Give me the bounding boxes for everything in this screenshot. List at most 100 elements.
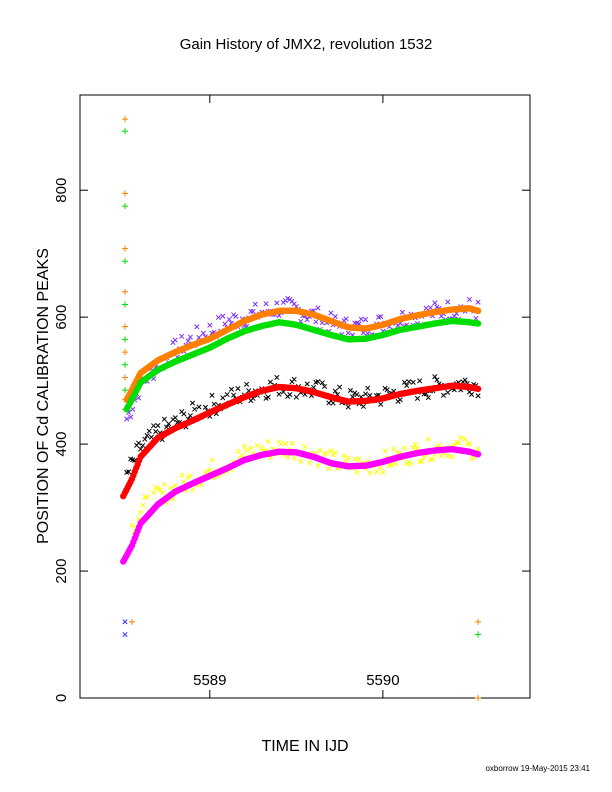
data-point	[220, 313, 226, 319]
data-point	[458, 435, 464, 441]
data-point	[179, 333, 185, 339]
data-point	[302, 443, 308, 450]
data-point	[384, 387, 390, 393]
data-point	[172, 337, 178, 343]
data-point	[151, 423, 157, 429]
plot-frame	[79, 94, 531, 699]
data-point	[122, 323, 128, 330]
data-point	[136, 440, 142, 446]
data-point	[462, 436, 468, 442]
data-point	[315, 463, 321, 469]
data-point	[179, 472, 185, 478]
data-point	[378, 401, 384, 407]
data-point	[456, 440, 462, 446]
data-point	[222, 321, 228, 327]
data-point	[352, 320, 358, 326]
data-point	[122, 619, 128, 625]
data-point	[363, 391, 369, 397]
data-point	[248, 445, 254, 451]
data-point	[122, 361, 128, 368]
data-point	[445, 389, 451, 396]
data-point	[215, 314, 222, 321]
data-point	[337, 384, 343, 390]
data-point	[317, 447, 323, 453]
data-point	[122, 349, 128, 356]
data-point	[475, 631, 482, 638]
data-point	[408, 461, 414, 467]
data-point	[315, 379, 321, 385]
data-point	[278, 441, 284, 447]
data-point	[122, 258, 128, 265]
data-point	[401, 379, 408, 385]
data-point	[285, 454, 291, 460]
data-point	[324, 450, 330, 456]
data-point	[315, 305, 321, 311]
data-point	[347, 387, 353, 393]
data-point	[228, 386, 234, 392]
data-point	[189, 400, 196, 406]
footer-credit: oxborrow 19-May-2015 23:41	[485, 764, 590, 773]
y-tick-label: 400	[53, 432, 70, 457]
data-point	[438, 453, 444, 459]
data-point	[406, 379, 412, 385]
x-tick-label: 5590	[366, 672, 399, 689]
data-point	[126, 469, 132, 475]
data-point	[356, 456, 362, 462]
data-point	[142, 436, 148, 442]
data-point	[220, 395, 226, 401]
data-point	[367, 392, 373, 398]
data-point	[423, 305, 429, 311]
data-point	[380, 470, 386, 476]
data-point	[224, 391, 230, 398]
data-point	[360, 403, 366, 410]
y-tick-label: 200	[53, 559, 70, 584]
data-point	[474, 385, 482, 393]
data-point	[291, 376, 297, 382]
series-7	[122, 116, 482, 701]
data-point	[128, 414, 134, 420]
data-point	[265, 439, 271, 445]
data-point	[345, 330, 351, 336]
data-point	[235, 448, 241, 454]
data-point	[399, 309, 405, 315]
data-point	[404, 383, 410, 389]
data-point	[469, 391, 475, 397]
data-point	[259, 445, 265, 451]
data-point	[412, 441, 418, 447]
data-point	[140, 442, 146, 449]
data-point	[181, 411, 187, 417]
data-point	[144, 433, 150, 439]
data-point	[358, 316, 364, 322]
data-point	[140, 502, 146, 508]
data-point	[207, 322, 213, 328]
data-point	[122, 203, 128, 210]
data-point	[445, 299, 451, 305]
data-point	[304, 317, 310, 323]
data-point	[122, 336, 128, 343]
data-point	[172, 415, 178, 421]
data-point	[427, 305, 434, 311]
data-point	[417, 378, 423, 384]
data-point	[332, 388, 338, 394]
data-point	[462, 377, 468, 383]
data-point	[388, 462, 395, 468]
data-point	[235, 386, 241, 392]
data-point	[378, 313, 384, 320]
data-point	[166, 421, 172, 427]
data-point	[226, 316, 232, 322]
data-point	[187, 334, 193, 340]
data-point	[345, 404, 351, 410]
data-point	[138, 446, 144, 452]
data-point	[202, 404, 209, 410]
series-1	[123, 305, 482, 403]
chart-title: Gain History of JMX2, revolution 1532	[179, 36, 433, 53]
data-point	[196, 404, 202, 410]
data-point	[432, 374, 438, 380]
data-point	[287, 391, 293, 398]
data-point	[129, 522, 135, 528]
data-point	[163, 424, 170, 430]
data-point	[343, 458, 349, 464]
y-tick-label: 600	[53, 305, 70, 330]
data-point	[474, 451, 482, 458]
